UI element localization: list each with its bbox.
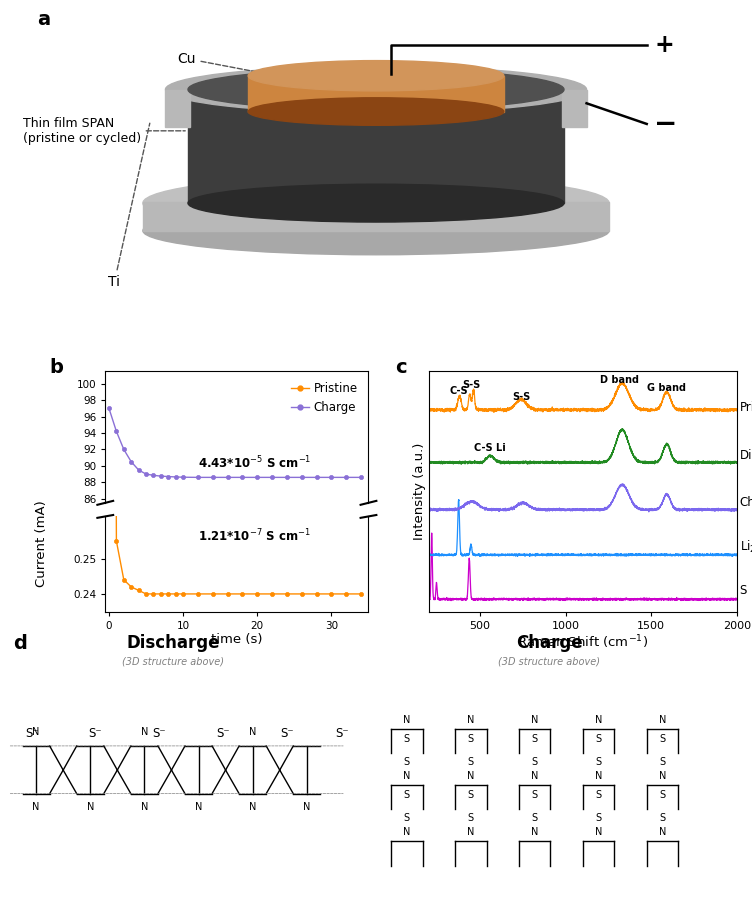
Text: N: N — [32, 728, 40, 737]
Text: Ti: Ti — [108, 123, 150, 289]
Text: S: S — [404, 734, 410, 744]
Text: Current (mA): Current (mA) — [35, 500, 48, 587]
Text: N: N — [249, 728, 256, 737]
Text: S⁻: S⁻ — [217, 728, 230, 740]
Text: S⁻: S⁻ — [25, 728, 38, 740]
Text: S: S — [468, 790, 474, 800]
Bar — [562, 90, 587, 128]
Text: N: N — [595, 827, 602, 837]
Text: N: N — [467, 827, 475, 837]
Text: N: N — [531, 715, 538, 725]
Ellipse shape — [143, 207, 609, 255]
Text: S⁻: S⁻ — [280, 728, 294, 740]
Text: S: S — [660, 734, 666, 744]
Text: N: N — [467, 715, 475, 725]
Text: C-S Li: C-S Li — [475, 443, 506, 453]
Ellipse shape — [188, 69, 564, 111]
Text: N: N — [595, 771, 602, 781]
Text: N: N — [659, 715, 666, 725]
Text: Li$_2$S: Li$_2$S — [739, 539, 752, 554]
Y-axis label: Intensity (a.u.): Intensity (a.u.) — [413, 443, 426, 540]
Bar — [248, 76, 504, 111]
Text: S: S — [468, 734, 474, 744]
Text: S: S — [532, 734, 538, 744]
Text: Discharge: Discharge — [739, 448, 752, 461]
Ellipse shape — [143, 176, 609, 231]
Text: −: − — [654, 110, 678, 138]
Text: Thin film SPAN
(pristine or cycled): Thin film SPAN (pristine or cycled) — [23, 117, 185, 145]
Text: G band: G band — [647, 383, 687, 393]
Text: N: N — [403, 827, 411, 837]
Text: Charge: Charge — [739, 496, 752, 509]
Text: N: N — [659, 771, 666, 781]
Text: N: N — [595, 715, 602, 725]
Bar — [188, 90, 564, 203]
Text: S-S: S-S — [462, 380, 481, 390]
Text: (3D structure above): (3D structure above) — [498, 657, 600, 667]
Ellipse shape — [188, 184, 564, 222]
Text: S: S — [596, 790, 602, 800]
Text: N: N — [32, 802, 40, 812]
Text: S: S — [596, 814, 602, 824]
X-axis label: time (s): time (s) — [211, 633, 262, 646]
Text: C-S: C-S — [449, 386, 468, 396]
Text: S: S — [404, 757, 410, 767]
Text: S: S — [404, 814, 410, 824]
Ellipse shape — [248, 98, 504, 125]
Text: N: N — [531, 827, 538, 837]
Text: N: N — [403, 771, 411, 781]
Bar — [143, 202, 609, 231]
Text: 1.21*10$^{-7}$ S cm$^{-1}$: 1.21*10$^{-7}$ S cm$^{-1}$ — [198, 527, 311, 545]
Text: S: S — [596, 734, 602, 744]
Text: S: S — [660, 790, 666, 800]
Text: (3D structure above): (3D structure above) — [122, 657, 224, 667]
Text: S: S — [596, 757, 602, 767]
Text: S-S: S-S — [512, 391, 530, 401]
Text: S: S — [532, 814, 538, 824]
Text: S: S — [468, 814, 474, 824]
Text: a: a — [38, 10, 50, 29]
Text: N: N — [659, 827, 666, 837]
Text: N: N — [86, 802, 94, 812]
Text: N: N — [195, 802, 202, 812]
Text: 4.43*10$^{-5}$ S cm$^{-1}$: 4.43*10$^{-5}$ S cm$^{-1}$ — [198, 455, 311, 471]
Text: S⁻: S⁻ — [153, 728, 166, 740]
Bar — [165, 90, 190, 128]
Text: S: S — [532, 790, 538, 800]
Ellipse shape — [165, 66, 587, 113]
Text: d: d — [14, 633, 27, 652]
Text: S: S — [739, 584, 747, 597]
Text: +: + — [654, 33, 674, 57]
Text: N: N — [403, 715, 411, 725]
Text: S⁻: S⁻ — [89, 728, 102, 740]
Text: S: S — [404, 790, 410, 800]
Text: b: b — [49, 358, 62, 377]
Text: D band: D band — [600, 375, 639, 385]
Text: S: S — [468, 757, 474, 767]
Text: N: N — [249, 802, 256, 812]
Text: c: c — [395, 358, 406, 377]
Text: S: S — [660, 814, 666, 824]
Ellipse shape — [248, 61, 504, 91]
Text: N: N — [467, 771, 475, 781]
Text: Charge: Charge — [516, 633, 582, 651]
Text: S: S — [532, 757, 538, 767]
Text: N: N — [531, 771, 538, 781]
Legend: Pristine, Charge: Pristine, Charge — [287, 378, 362, 419]
Text: Pristine: Pristine — [739, 400, 752, 414]
X-axis label: Raman Shift (cm$^{-1}$): Raman Shift (cm$^{-1}$) — [517, 633, 648, 651]
Text: N: N — [141, 802, 148, 812]
Text: Discharge: Discharge — [126, 633, 220, 651]
Text: N: N — [141, 728, 148, 737]
Text: Cu: Cu — [177, 52, 328, 85]
Text: N: N — [303, 802, 311, 812]
Text: S: S — [660, 757, 666, 767]
Text: S⁻: S⁻ — [335, 728, 349, 740]
